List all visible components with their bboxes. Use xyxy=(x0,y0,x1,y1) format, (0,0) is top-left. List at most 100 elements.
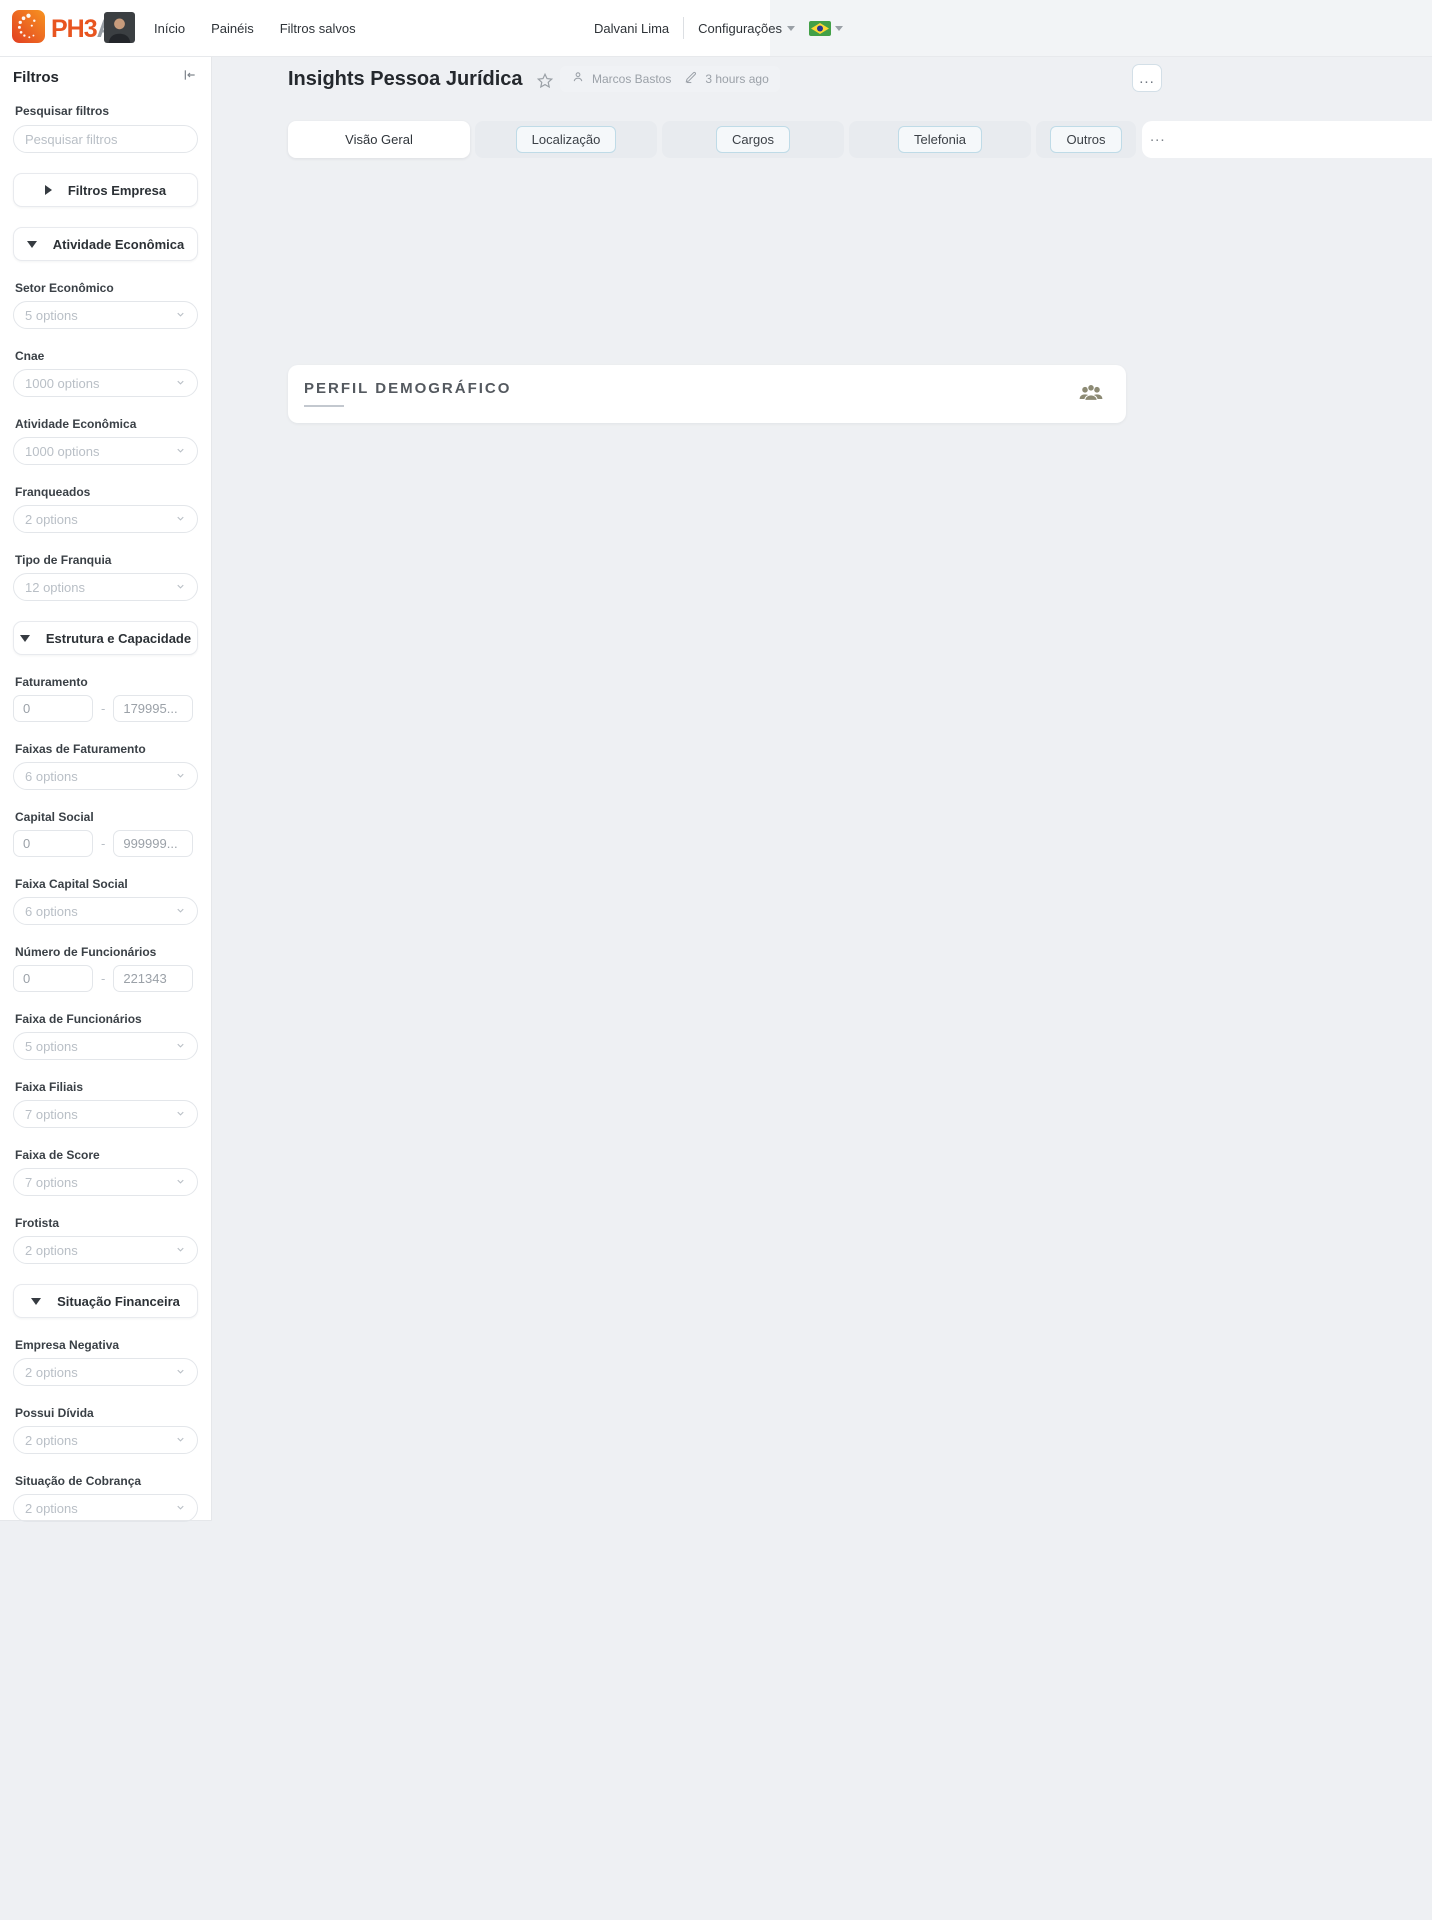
chevron-down-icon xyxy=(175,1039,186,1054)
section-perfil-demografico: PERFIL DEMOGRÁFICO xyxy=(288,365,1126,423)
avatar[interactable] xyxy=(104,12,135,43)
field-label: Possui Dívida xyxy=(15,1406,94,1420)
field-label: Faixa Capital Social xyxy=(15,877,128,891)
section-underline xyxy=(304,405,344,407)
search-filters-input[interactable]: Pesquisar filtros xyxy=(13,125,198,153)
owner-name: Marcos Bastos xyxy=(592,72,672,86)
tab-vis-o-geral[interactable]: Visão Geral xyxy=(288,121,470,158)
page-title: Insights Pessoa Jurídica xyxy=(288,68,523,90)
range-max-input[interactable]: 999999... xyxy=(113,830,194,857)
chevron-down-icon xyxy=(175,512,186,527)
header-divider xyxy=(683,17,685,39)
chevron-down-icon xyxy=(175,769,186,784)
select-franqueados[interactable]: 2 options xyxy=(13,505,198,533)
field-label: Faturamento xyxy=(15,675,88,689)
chevron-down-icon xyxy=(175,1501,186,1516)
range-dash: - xyxy=(101,971,106,986)
sidebar-section-2[interactable]: Estrutura e Capacidade xyxy=(13,621,198,655)
tab-outros[interactable]: Outros xyxy=(1036,121,1136,158)
nav-inicio[interactable]: Início xyxy=(154,20,186,36)
select-possui-d-vida[interactable]: 2 options xyxy=(13,1426,198,1454)
tabs-overflow-strip xyxy=(1142,121,1432,158)
field-label: Tipo de Franquia xyxy=(15,553,112,567)
select-cnae[interactable]: 1000 options xyxy=(13,369,198,397)
nav-paineis[interactable]: Painéis xyxy=(211,20,254,36)
topbar-right-area xyxy=(770,0,1432,56)
person-icon xyxy=(571,70,585,89)
settings-menu[interactable]: Configurações xyxy=(698,21,795,36)
tab-label: Visão Geral xyxy=(345,132,413,147)
triangle-right-icon xyxy=(44,185,52,195)
select-frotista[interactable]: 2 options xyxy=(13,1236,198,1264)
chevron-down-icon xyxy=(834,25,843,31)
section-title: PERFIL DEMOGRÁFICO xyxy=(304,380,512,397)
ph3a-logo-icon xyxy=(12,10,45,48)
range-max-input[interactable]: 221343 xyxy=(113,965,194,992)
sidebar-title: Filtros xyxy=(13,69,59,86)
sidebar-section-label: Estrutura e Capacidade xyxy=(45,630,192,646)
field-label: Faixa de Score xyxy=(15,1148,100,1162)
sidebar-section-label: Atividade Econômica xyxy=(52,236,185,252)
select-faixa-de-score[interactable]: 7 options xyxy=(13,1168,198,1196)
page-more-button[interactable]: ... xyxy=(1132,64,1162,92)
pencil-icon xyxy=(684,70,698,89)
last-edited: 3 hours ago xyxy=(705,72,769,86)
search-filters-label: Pesquisar filtros xyxy=(15,104,110,118)
collapse-sidebar-icon[interactable] xyxy=(182,67,198,88)
range-dash: - xyxy=(101,836,106,851)
chevron-down-icon xyxy=(175,1243,186,1258)
select-empresa-negativa[interactable]: 2 options xyxy=(13,1358,198,1386)
range-min-input[interactable]: 0 xyxy=(13,965,93,992)
select-faixas-de-faturamento[interactable]: 6 options xyxy=(13,762,198,790)
field-label: Frotista xyxy=(15,1216,60,1230)
tab-label: Localização xyxy=(515,126,617,153)
tab-cargos[interactable]: Cargos xyxy=(662,121,844,158)
chevron-down-icon xyxy=(175,376,186,391)
field-label: Capital Social xyxy=(15,810,94,824)
tabs-more-button[interactable]: ... xyxy=(1150,128,1166,145)
select-faixa-de-funcion-rios[interactable]: 5 options xyxy=(13,1032,198,1060)
chevron-down-icon xyxy=(786,25,795,31)
ph3a-logo[interactable]: PH3A xyxy=(12,10,115,48)
select-faixa-filiais[interactable]: 7 options xyxy=(13,1100,198,1128)
range-min-input[interactable]: 0 xyxy=(13,830,93,857)
favorite-star-icon[interactable] xyxy=(536,72,554,95)
chevron-down-icon xyxy=(175,1107,186,1122)
triangle-down-icon xyxy=(19,634,30,642)
nav-filtros-salvos[interactable]: Filtros salvos xyxy=(279,20,356,36)
chevron-down-icon xyxy=(175,308,186,323)
language-flag-brazil[interactable] xyxy=(808,20,843,36)
triangle-down-icon xyxy=(31,1297,42,1305)
tab-localiza-o[interactable]: Localização xyxy=(475,121,657,158)
range-max-input[interactable]: 179995... xyxy=(113,695,194,722)
range-min-input[interactable]: 0 xyxy=(13,695,93,722)
field-label: Empresa Negativa xyxy=(15,1338,120,1352)
sidebar-sections: Filtros Empresa Atividade Econômica Setor … xyxy=(13,173,198,1522)
sidebar-section-label: Filtros Empresa xyxy=(67,182,167,198)
top-navigation-bar: PH3A Início Painéis Filtros salvos Dalvani… xyxy=(0,0,1432,57)
tab-telefonia[interactable]: Telefonia xyxy=(849,121,1031,158)
select-tipo-de-franquia[interactable]: 12 options xyxy=(13,573,198,601)
field-label: Franqueados xyxy=(15,485,91,499)
triangle-down-icon xyxy=(26,240,37,248)
field-label: Faixas de Faturamento xyxy=(15,742,146,756)
select-atividade-econ-mica[interactable]: 1000 options xyxy=(13,437,198,465)
field-label: Número de Funcionários xyxy=(15,945,157,959)
main-nav: Início Painéis Filtros salvos xyxy=(154,0,356,56)
chevron-down-icon xyxy=(175,1365,186,1380)
select-setor-econ-mico[interactable]: 5 options xyxy=(13,301,198,329)
chevron-down-icon xyxy=(175,444,186,459)
sidebar-section-3[interactable]: Situação Financeira xyxy=(13,1284,198,1318)
sidebar-section-0[interactable]: Filtros Empresa xyxy=(13,173,198,207)
field-label: Situação de Cobrança xyxy=(15,1474,142,1488)
select-situa-o-de-cobran-a[interactable]: 2 options xyxy=(13,1494,198,1522)
chevron-down-icon xyxy=(175,1433,186,1448)
sidebar-section-1[interactable]: Atividade Econômica xyxy=(13,227,198,261)
filters-sidebar: Filtros Pesquisar filtros Pesquisar filt… xyxy=(0,57,212,1522)
field-label: Cnae xyxy=(15,349,45,363)
user-name[interactable]: Dalvani Lima xyxy=(594,20,670,36)
select-faixa-capital-social[interactable]: 6 options xyxy=(13,897,198,925)
tab-label: Cargos xyxy=(716,126,790,153)
document-meta: Marcos Bastos 3 hours ago xyxy=(560,66,780,92)
